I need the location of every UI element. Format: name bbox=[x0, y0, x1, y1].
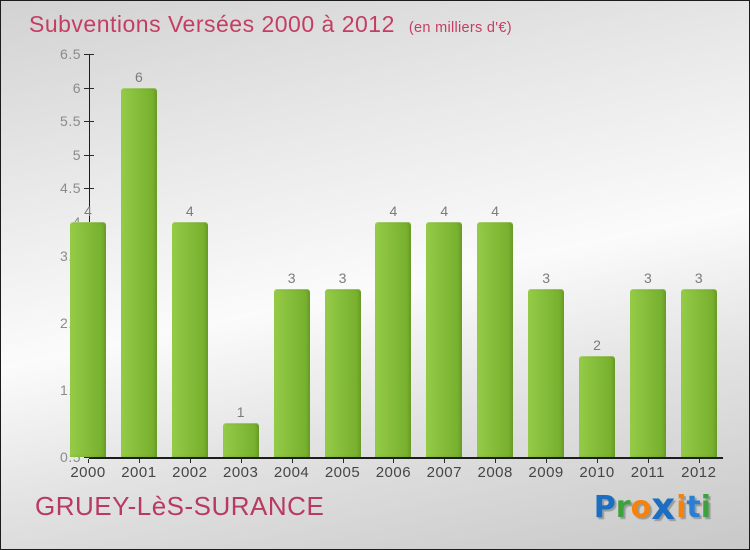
y-tick bbox=[84, 188, 94, 190]
x-label-2009: 2009 bbox=[528, 464, 564, 481]
bar-value-2006: 4 bbox=[389, 202, 398, 219]
bar-2001 bbox=[120, 87, 157, 457]
x-label-2011: 2011 bbox=[630, 464, 666, 481]
bar-2007 bbox=[426, 221, 463, 457]
bar-2009 bbox=[528, 289, 565, 457]
bar-value-2005: 3 bbox=[338, 270, 347, 287]
x-tick bbox=[597, 459, 598, 463]
x-tick bbox=[495, 459, 497, 463]
bar-value-2010: 2 bbox=[593, 337, 601, 354]
x-tick bbox=[698, 459, 700, 463]
bar-value-2002: 4 bbox=[185, 202, 194, 219]
y-tick bbox=[84, 457, 94, 458]
x-label-2004: 2004 bbox=[273, 464, 310, 481]
bar-2012 bbox=[680, 289, 717, 457]
x-tick bbox=[189, 459, 191, 463]
bar-value-2009: 3 bbox=[542, 270, 550, 287]
bar-2010 bbox=[579, 356, 615, 457]
logo-letter-5: t bbox=[686, 490, 701, 525]
x-axis bbox=[89, 457, 723, 459]
x-tick bbox=[393, 459, 395, 463]
y-tick bbox=[84, 121, 94, 123]
x-tick bbox=[546, 459, 548, 463]
proxiti-logo: Proxiti bbox=[594, 485, 711, 528]
x-tick bbox=[240, 459, 242, 463]
title-row: Subventions Versées 2000 à 2012 (en milli… bbox=[29, 11, 512, 38]
x-tick bbox=[291, 459, 293, 463]
logo-letter-1: r bbox=[615, 490, 631, 525]
bar-2006 bbox=[375, 221, 412, 457]
x-label-2005: 2005 bbox=[324, 464, 361, 481]
y-tick bbox=[84, 154, 94, 156]
bar-value-2012: 3 bbox=[694, 270, 703, 287]
y-tick-label: 6.5 bbox=[60, 46, 81, 62]
logo-letter-6: i bbox=[700, 490, 711, 525]
logo-letter-3: x bbox=[651, 485, 677, 528]
x-label-2008: 2008 bbox=[477, 464, 513, 481]
bar-2003 bbox=[222, 423, 259, 457]
x-label-2006: 2006 bbox=[375, 464, 412, 481]
bar-value-2007: 4 bbox=[440, 202, 449, 219]
y-tick-label: 6 bbox=[72, 79, 81, 96]
x-tick bbox=[342, 459, 344, 463]
bar-2004 bbox=[273, 289, 310, 457]
bar-2008 bbox=[477, 221, 514, 457]
y-tick-label: 5.5 bbox=[60, 113, 81, 130]
commune-name: GRUEY-LèS-SURANCE bbox=[35, 491, 325, 521]
x-label-2000: 2000 bbox=[70, 464, 106, 481]
bar-2005 bbox=[324, 289, 361, 457]
x-tick bbox=[88, 459, 89, 463]
x-label-2002: 2002 bbox=[172, 464, 208, 481]
chart-title: Subventions Versées 2000 à 2012 bbox=[29, 11, 395, 37]
logo-letter-4: i bbox=[676, 490, 687, 525]
bar-value-2000: 4 bbox=[84, 202, 92, 219]
chart-subtitle: (en milliers d'€) bbox=[408, 20, 512, 36]
bar-2002 bbox=[171, 221, 208, 457]
bar-value-2004: 3 bbox=[287, 270, 296, 287]
x-tick bbox=[138, 459, 140, 463]
bar-value-2008: 4 bbox=[491, 202, 500, 219]
y-tick bbox=[84, 87, 94, 89]
bar-value-2003: 1 bbox=[236, 404, 245, 421]
x-label-2007: 2007 bbox=[426, 464, 462, 481]
bar-value-2001: 6 bbox=[134, 68, 143, 85]
x-tick bbox=[444, 459, 446, 463]
x-tick bbox=[647, 459, 649, 463]
x-label-2001: 2001 bbox=[121, 464, 157, 481]
x-label-2003: 2003 bbox=[223, 464, 259, 481]
y-tick-label: 4.5 bbox=[60, 180, 81, 197]
logo-letter-0: P bbox=[593, 490, 616, 525]
bar-2011 bbox=[629, 289, 666, 457]
y-tick-label: 5 bbox=[72, 146, 81, 163]
x-label-2010: 2010 bbox=[579, 464, 615, 481]
logo-letter-2: o bbox=[630, 490, 652, 525]
x-label-2012: 2012 bbox=[681, 464, 717, 481]
bar-2000 bbox=[70, 221, 106, 457]
y-tick bbox=[84, 54, 94, 55]
bar-value-2011: 3 bbox=[643, 270, 652, 287]
